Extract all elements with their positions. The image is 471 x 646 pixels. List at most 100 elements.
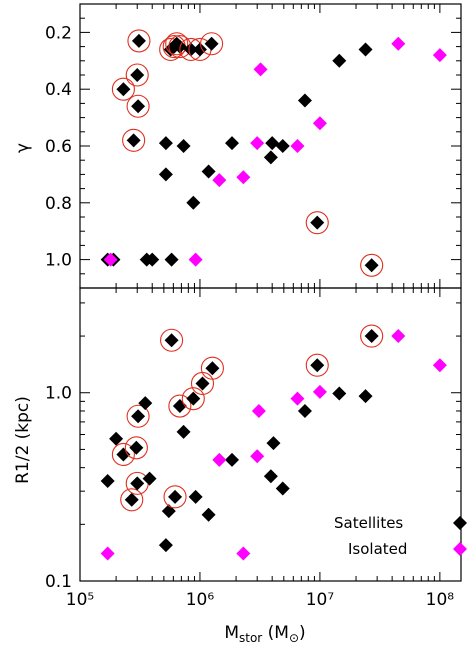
highlight-circle [305,353,329,377]
satellites-point [297,93,312,108]
gamma-panel: 0.2 0.4 0.6 0.8 1.0 [45,3,462,289]
legend: Satellites Isolated [334,514,467,558]
satellites-point [201,164,216,179]
isolated-point [103,252,118,267]
satellites-point [364,329,379,344]
isolated-point [391,329,406,344]
satellites-point [138,396,153,411]
x-axis-label-main: M [224,623,239,643]
gamma-axis-label: γ [13,143,33,153]
satellites-point [116,447,131,462]
y-tick-label: 0.8 [45,194,72,214]
satellites-point [225,452,240,467]
isolated-point [391,36,406,51]
isolated-point [312,384,327,399]
highlight-circle [200,32,224,56]
x-tick-label: 10⁷ [306,590,335,610]
satellites-point [131,409,146,424]
highlight-circle [168,394,192,418]
legend-satellites-marker [453,516,467,530]
isolated-point [253,62,268,77]
y-tick-label: 0.4 [45,80,72,100]
isolated-point [432,48,447,63]
highlight-circle [111,442,135,467]
satellites-point [188,489,203,504]
satellites-point [358,42,373,57]
highlight-circle [126,94,150,118]
highlight-circle [122,128,146,152]
x-tick-label: 10⁵ [66,590,94,610]
satellites-point [168,489,183,504]
satellites-point [186,391,201,406]
satellites-point [130,68,145,82]
highlight-circle [200,356,224,380]
x-tick-label: 10⁸ [426,590,455,610]
satellites-point [310,358,325,373]
satellites-point [100,473,115,488]
x-tick-label: 10⁶ [186,590,215,610]
satellites-point [116,82,131,97]
satellites-point [176,139,191,153]
highlight-circle [360,253,384,277]
r-half-axis-label-text: R1/2 (kpc) [13,396,33,484]
satellites-point [158,167,173,182]
x-axis-label-unit-close: ) [299,623,306,643]
satellites-point [131,33,146,48]
isolated-point [236,170,251,185]
highlight-circle [125,63,149,87]
legend-satellites-label: Satellites [334,514,403,532]
satellites-point [263,150,278,165]
satellites-point [131,99,146,114]
satellites-point [164,252,179,267]
highlight-circle [163,485,187,509]
highlight-circle [360,324,384,348]
satellites-point [164,333,179,348]
y-tick-label: 0.1 [45,572,72,592]
highlight-circle [127,29,151,53]
satellites-point [109,431,124,446]
legend-isolated-marker [453,542,467,556]
isolated-point [250,449,265,464]
satellites-point [129,440,144,455]
satellites-point [176,424,191,439]
legend-isolated-label: Isolated [348,540,407,558]
satellites-point [145,252,160,267]
satellites-point [186,195,201,210]
x-axis-label-unit-open: (M [262,623,289,643]
satellites-point [275,481,290,496]
satellites-point [204,36,219,51]
isolated-point [251,403,266,418]
satellites-point [192,42,207,57]
r-half-axis-label: R1/2 (kpc) [13,396,33,484]
satellites-point [142,471,157,486]
satellites-point [183,42,198,57]
x-axis-label-sun-symbol: ⊙ [289,631,299,645]
highlight-circle [126,404,150,428]
highlight-circle [181,387,205,411]
satellites-point [332,53,347,68]
isolated-point [312,116,327,131]
satellites-point [332,386,347,401]
isolated-point [100,546,115,561]
isolated-point [250,136,265,151]
satellites-point [158,136,173,151]
isolated-point [290,139,305,153]
satellites-point [265,136,280,151]
highlight-circle [160,328,184,352]
y-tick-label: 0.6 [45,137,72,157]
satellites-point [205,361,220,376]
satellites-point [297,403,312,418]
highlight-circle [111,77,135,101]
y-tick-label: 0.2 [45,23,72,43]
isolated-point [236,546,251,561]
x-axis-label-sub: stor [239,631,262,645]
isolated-point [188,252,203,267]
satellites-point [195,376,210,391]
satellites-point [124,492,139,507]
isolated-point [432,358,447,373]
highlight-circle [165,32,189,56]
satellites-point [358,389,373,404]
plot-frame [79,287,462,582]
isolated-point [212,173,227,188]
